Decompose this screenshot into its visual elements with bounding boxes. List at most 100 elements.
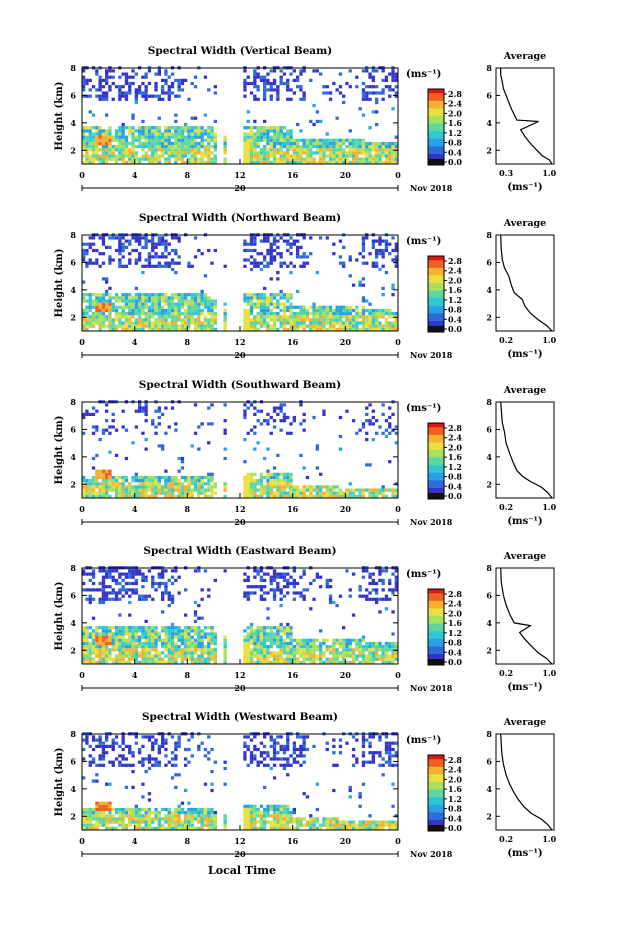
colorbar-tick-label: 2.4	[448, 433, 462, 443]
y-tick-label: 6	[70, 424, 76, 434]
colorbar-tick-label: 1.6	[448, 118, 462, 128]
x-tick-label: 20	[340, 670, 352, 680]
average-profile-line	[500, 234, 553, 332]
colorbar-frame	[427, 588, 445, 666]
average-y-tick-label: 2	[486, 145, 492, 155]
average-y-tick-label: 4	[486, 784, 492, 794]
panel-0: Spectral Width (Vertical Beam) 2 4 6 8 Height…	[54, 45, 557, 193]
x-tick-label: 8	[185, 836, 191, 846]
average-profile-line	[500, 567, 553, 665]
colorbar-floor	[428, 825, 444, 831]
colorbar-tick-label: 1.6	[448, 618, 462, 628]
colorbar-tick-label: 1.2	[448, 794, 462, 804]
average-x-label: (ms⁻¹)	[507, 848, 542, 859]
average-y-tick-label: 4	[486, 618, 492, 628]
average-title: Average	[503, 218, 546, 229]
y-tick-label: 8	[70, 63, 76, 73]
x-tick-label: 0	[79, 337, 85, 347]
heatmap-cells	[82, 66, 398, 164]
x-axis-label: Local Time	[208, 864, 276, 877]
colorbar-tick-label: 0.4	[448, 647, 462, 657]
average-x-label: (ms⁻¹)	[507, 516, 542, 527]
average-x-tick-label: 0.2	[499, 502, 513, 512]
x-tick-label: 0	[79, 504, 85, 514]
x-tick-label: 20	[340, 504, 352, 514]
heatmap-cells	[82, 233, 398, 331]
y-axis-label: Height (km)	[54, 416, 65, 485]
colorbar-tick-label: 2.0	[448, 275, 462, 285]
month-label: Nov 2018	[410, 183, 453, 193]
average-x-tick-label: 0.2	[499, 335, 513, 345]
average-x-tick-label: 1.0	[542, 834, 556, 844]
average-x-tick-label: 1.0	[542, 668, 556, 678]
panel-2: Spectral Width (Southward Beam) 2 4 6 8 Heigh…	[54, 379, 557, 527]
average-profile-line	[500, 401, 553, 499]
x-tick-label: 12	[234, 836, 245, 846]
y-tick-label: 2	[70, 145, 76, 155]
y-tick-label: 2	[70, 479, 76, 489]
x-tick-label: 16	[287, 337, 299, 347]
y-tick-label: 6	[70, 590, 76, 600]
x-tick-label: 16	[287, 670, 299, 680]
colorbar-tick-label: 0.8	[448, 804, 462, 814]
average-frame	[495, 234, 555, 332]
colorbar-tick-label: 2.4	[448, 599, 462, 609]
average-y-tick-label: 4	[486, 452, 492, 462]
x-tick-label: 4	[132, 836, 138, 846]
average-y-tick-label: 4	[486, 285, 492, 295]
y-tick-label: 8	[70, 397, 76, 407]
average-title: Average	[503, 717, 546, 728]
y-tick-label: 4	[70, 118, 76, 128]
panel-title: Spectral Width (Northward Beam)	[139, 212, 341, 224]
average-frame	[495, 401, 555, 499]
x-tick-label: 0	[79, 670, 85, 680]
month-label: Nov 2018	[410, 849, 453, 859]
x-tick-label: 16	[287, 170, 299, 180]
y-axis-label: Height (km)	[54, 748, 65, 817]
colorbar-tick-label: 1.6	[448, 784, 462, 794]
x-tick-label: 4	[132, 504, 138, 514]
y-axis-label: Height (km)	[54, 82, 65, 151]
panel-title: Spectral Width (Westward Beam)	[142, 711, 338, 723]
colorbar-tick-label: 2.8	[448, 589, 462, 599]
colorbar-tick-label: 2.4	[448, 99, 462, 109]
y-tick-label: 4	[70, 452, 76, 462]
colorbar-tick-label: 1.6	[448, 285, 462, 295]
average-y-tick-label: 6	[486, 424, 492, 434]
heatmap-cells	[82, 400, 398, 498]
average-y-tick-label: 6	[486, 590, 492, 600]
average-y-tick-label: 6	[486, 257, 492, 267]
x-tick-label: 12	[234, 670, 245, 680]
colorbar-tick-label: 2.8	[448, 423, 462, 433]
colorbar-label: (ms⁻¹)	[406, 403, 441, 414]
colorbar-tick-label: 0.0	[448, 157, 462, 167]
average-y-tick-label: 6	[486, 756, 492, 766]
colorbar-tick-label: 1.2	[448, 295, 462, 305]
x-tick-label: 4	[132, 337, 138, 347]
colorbar-tick-label: 0.8	[448, 472, 462, 482]
y-tick-label: 8	[70, 729, 76, 739]
colorbar-frame	[427, 754, 445, 832]
x-tick-label: 12	[234, 170, 245, 180]
colorbar-tick-label: 0.0	[448, 657, 462, 667]
colorbar-floor	[428, 493, 444, 499]
average-y-tick-label: 2	[486, 312, 492, 322]
x-tick-label: 0	[395, 170, 401, 180]
colorbar-tick-label: 0.4	[448, 813, 462, 823]
y-tick-label: 8	[70, 563, 76, 573]
average-frame	[495, 733, 555, 831]
day-label: 20	[234, 183, 246, 193]
x-tick-label: 0	[79, 836, 85, 846]
colorbar-tick-label: 0.4	[448, 147, 462, 157]
panel-1: Spectral Width (Northward Beam) 2 4 6 8 Heigh…	[54, 212, 557, 360]
y-tick-label: 6	[70, 90, 76, 100]
average-x-label: (ms⁻¹)	[507, 349, 542, 360]
panel-title: Spectral Width (Southward Beam)	[139, 379, 341, 391]
y-tick-label: 2	[70, 312, 76, 322]
colorbar-tick-label: 0.8	[448, 138, 462, 148]
colorbar-tick-label: 0.4	[448, 481, 462, 491]
average-x-label: (ms⁻¹)	[507, 682, 542, 693]
colorbar-floor	[428, 326, 444, 332]
average-y-tick-label: 8	[486, 230, 492, 240]
colorbar-tick-label: 2.0	[448, 108, 462, 118]
